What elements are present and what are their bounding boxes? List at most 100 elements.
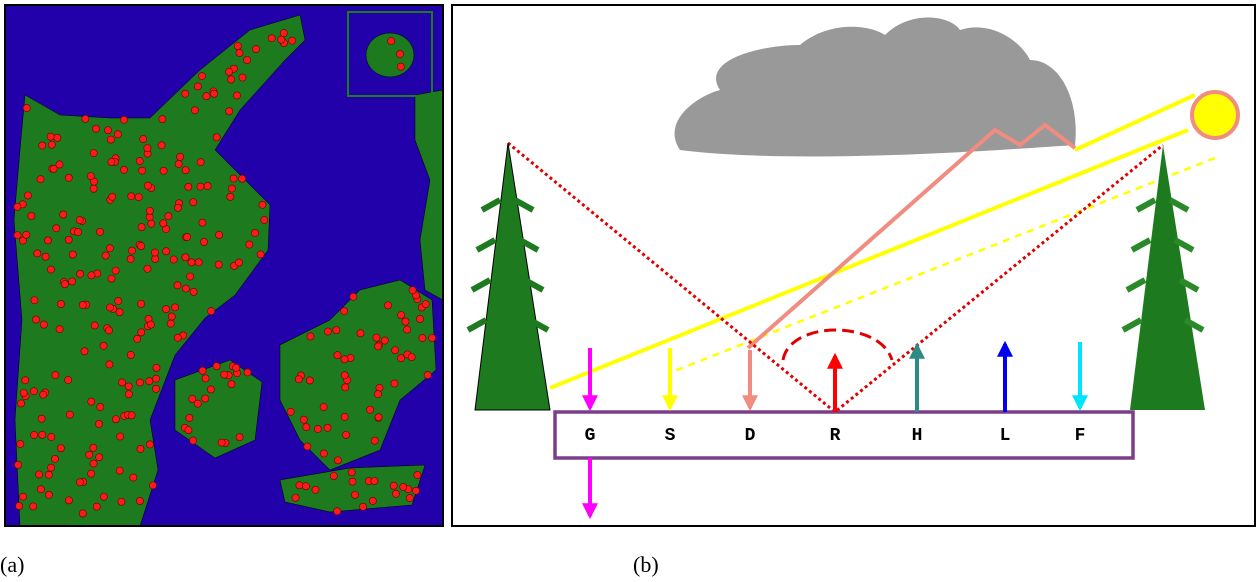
- station: [128, 412, 135, 419]
- station: [14, 203, 21, 210]
- station: [81, 348, 88, 355]
- station: [88, 272, 95, 279]
- station: [218, 439, 225, 446]
- station: [61, 281, 68, 288]
- station: [160, 220, 167, 227]
- station: [108, 158, 115, 165]
- flux-label: S: [665, 426, 676, 446]
- station: [398, 311, 405, 318]
- station: [162, 306, 169, 313]
- station: [146, 378, 153, 385]
- station: [334, 457, 341, 464]
- station: [252, 45, 259, 52]
- station: [165, 213, 172, 220]
- station: [14, 461, 21, 468]
- station: [91, 322, 98, 329]
- station: [397, 355, 404, 362]
- station: [65, 497, 72, 504]
- station: [118, 498, 125, 505]
- station: [128, 193, 135, 200]
- station: [109, 193, 116, 200]
- station: [174, 334, 181, 341]
- station: [371, 437, 378, 444]
- caption: (a): [0, 552, 24, 577]
- station: [369, 497, 376, 504]
- station: [144, 145, 151, 152]
- station: [203, 93, 210, 100]
- station: [391, 380, 398, 387]
- station: [186, 414, 193, 421]
- station: [261, 216, 268, 223]
- station: [268, 35, 275, 42]
- station: [320, 450, 327, 457]
- station: [213, 134, 220, 141]
- station: [160, 167, 167, 174]
- station: [106, 304, 113, 311]
- station: [45, 491, 52, 498]
- station: [53, 225, 60, 232]
- station: [197, 183, 204, 190]
- station: [127, 255, 134, 262]
- surface-box: [555, 412, 1133, 458]
- station: [24, 192, 31, 199]
- station: [31, 297, 38, 304]
- station: [408, 353, 415, 360]
- station: [400, 483, 407, 490]
- station: [106, 245, 113, 252]
- station: [227, 76, 234, 83]
- station: [130, 474, 137, 481]
- station: [17, 440, 24, 447]
- station: [207, 386, 214, 393]
- station: [118, 379, 125, 386]
- station: [87, 173, 94, 180]
- station: [402, 318, 409, 325]
- station: [95, 420, 102, 427]
- station: [334, 352, 341, 359]
- station: [246, 241, 253, 248]
- station: [236, 434, 243, 441]
- caption: (b): [633, 552, 659, 577]
- station: [39, 142, 46, 149]
- station: [233, 92, 240, 99]
- station: [112, 416, 119, 423]
- station: [194, 400, 201, 407]
- flux-label: G: [585, 426, 596, 446]
- station: [391, 347, 398, 354]
- station: [184, 233, 191, 240]
- station: [190, 288, 197, 295]
- station: [210, 90, 217, 97]
- station: [159, 116, 166, 123]
- station: [350, 293, 357, 300]
- station: [422, 300, 429, 307]
- station: [306, 377, 313, 384]
- station: [107, 136, 114, 143]
- station: [82, 115, 89, 122]
- station: [104, 127, 111, 134]
- station: [202, 375, 209, 382]
- station: [348, 469, 355, 476]
- flux-label: R: [830, 426, 841, 446]
- station: [47, 133, 54, 140]
- station: [69, 251, 76, 258]
- station: [51, 455, 58, 462]
- station: [97, 403, 104, 410]
- station: [324, 424, 331, 431]
- station: [342, 384, 349, 391]
- station: [213, 363, 220, 370]
- station: [190, 437, 197, 444]
- station: [17, 400, 24, 407]
- station: [96, 454, 103, 461]
- station: [144, 182, 151, 189]
- station: [153, 375, 160, 382]
- station: [34, 250, 41, 257]
- station: [199, 367, 206, 374]
- station: [146, 441, 153, 448]
- station: [137, 445, 144, 452]
- station: [251, 229, 258, 236]
- station: [153, 364, 160, 371]
- station: [90, 444, 97, 451]
- station: [37, 176, 44, 183]
- station: [88, 470, 95, 477]
- station: [31, 431, 38, 438]
- station: [40, 321, 47, 328]
